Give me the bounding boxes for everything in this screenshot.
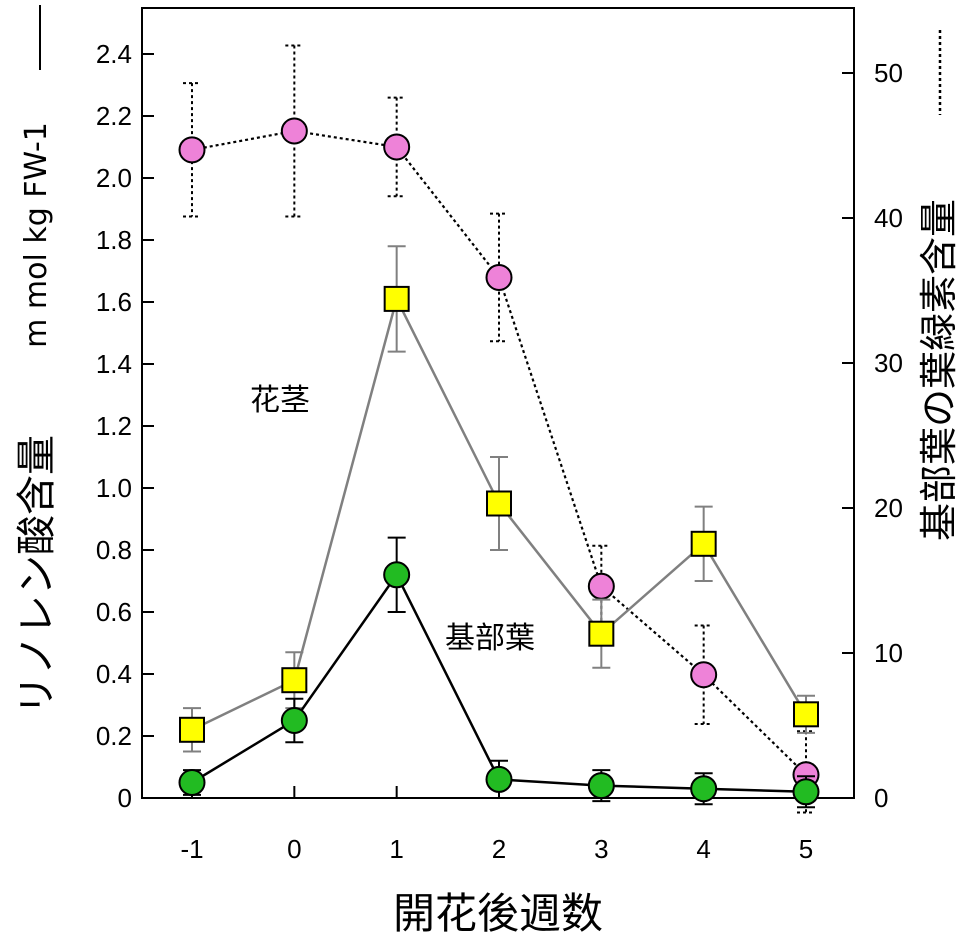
data-point bbox=[588, 620, 615, 647]
data-point bbox=[179, 716, 205, 743]
right-axis-ticks: 0 10 20 30 40 50 bbox=[842, 58, 903, 813]
x-tick-label: 0 bbox=[287, 834, 301, 864]
y-tick-label: 0 bbox=[118, 783, 132, 813]
data-point bbox=[280, 117, 308, 145]
data-point bbox=[485, 765, 513, 793]
y-tick-label: 1.8 bbox=[96, 225, 132, 255]
y2-tick-label: 40 bbox=[874, 203, 903, 233]
data-point bbox=[690, 661, 718, 689]
y-tick-label: 0.6 bbox=[96, 597, 132, 627]
y2-tick-label: 10 bbox=[874, 638, 903, 668]
x-axis-ticks: -1 0 1 2 3 4 5 bbox=[180, 786, 813, 864]
data-point bbox=[485, 263, 513, 291]
y-tick-label: 1.0 bbox=[96, 473, 132, 503]
annotation-kakei: 花茎 bbox=[250, 383, 310, 418]
data-point bbox=[792, 778, 820, 806]
x-tick-label: 5 bbox=[799, 834, 813, 864]
y-tick-label: 1.6 bbox=[96, 287, 132, 317]
y2-tick-label: 30 bbox=[874, 348, 903, 378]
y-tick-label: 2.4 bbox=[96, 39, 132, 69]
data-point bbox=[281, 667, 308, 694]
y-tick-label: 1.4 bbox=[96, 349, 132, 379]
x-tick-label: 4 bbox=[696, 834, 710, 864]
data-point bbox=[383, 561, 411, 589]
x-tick-label: 2 bbox=[492, 834, 506, 864]
data-point bbox=[587, 572, 615, 600]
data-point bbox=[383, 133, 411, 161]
data-point bbox=[793, 701, 819, 728]
data-point bbox=[690, 530, 717, 557]
data-point bbox=[587, 772, 615, 800]
series-1 bbox=[178, 536, 820, 809]
y-tick-label: 1.2 bbox=[96, 411, 132, 441]
series-2 bbox=[178, 44, 820, 814]
y-tick-label: 0.8 bbox=[96, 535, 132, 565]
y-axis-title: リノレン酸含量 bbox=[14, 435, 60, 715]
y-tick-label: 2.0 bbox=[96, 163, 132, 193]
data-point bbox=[383, 285, 410, 312]
data-point bbox=[280, 707, 308, 734]
y-tick-label: 2.2 bbox=[96, 101, 132, 131]
annotation-kibuyo: 基部葉 bbox=[445, 621, 535, 656]
x-tick-label: 3 bbox=[594, 834, 608, 864]
y-tick-label: 0.4 bbox=[96, 659, 132, 689]
x-tick-label: -1 bbox=[180, 834, 203, 864]
plot-frame bbox=[141, 7, 855, 799]
y2-tick-label: 20 bbox=[874, 493, 903, 523]
data-point bbox=[690, 775, 718, 803]
y2-axis-title: 基部葉の葉緑素含量 bbox=[917, 199, 961, 541]
y-axis-unit: m mol kg FW-1 bbox=[19, 122, 54, 348]
left-axis-ticks: 0 0.2 0.4 0.6 0.8 1.0 1.2 1.4 1.6 1.8 2.0 2.2 2.4 bbox=[96, 39, 154, 813]
y2-tick-label: 50 bbox=[874, 58, 903, 88]
data-point bbox=[178, 769, 206, 796]
x-tick-label: 1 bbox=[389, 834, 403, 864]
data-point bbox=[178, 136, 206, 164]
x-axis-title: 開花後週数 bbox=[393, 889, 603, 938]
series-layer bbox=[178, 44, 820, 814]
y-tick-label: 0.2 bbox=[96, 721, 132, 751]
data-point bbox=[486, 490, 512, 517]
y2-tick-label: 0 bbox=[874, 783, 888, 813]
series-0 bbox=[179, 245, 819, 753]
